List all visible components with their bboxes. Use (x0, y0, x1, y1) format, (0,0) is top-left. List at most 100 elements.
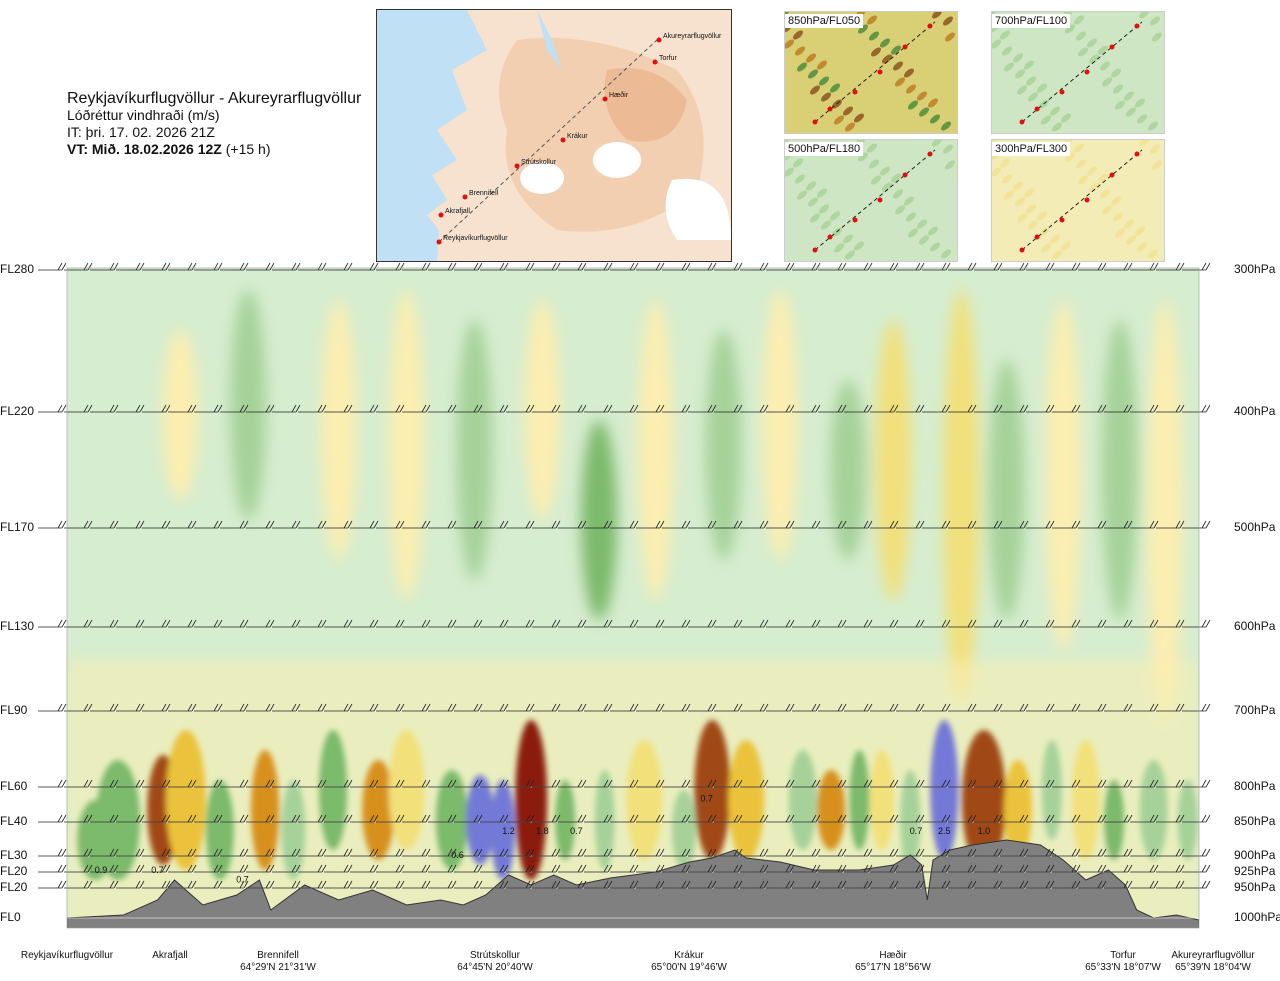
wind-barb (428, 262, 457, 271)
minimap-field (1052, 122, 1062, 132)
wind-barb (870, 703, 899, 712)
wind-barb (610, 404, 639, 413)
minimap-field (932, 12, 942, 19)
minimap-waypoint-dot (1084, 197, 1090, 203)
wind-barb (974, 864, 1003, 873)
wind-barb (480, 880, 509, 889)
wind-barb (376, 779, 405, 788)
minimap-field (1017, 85, 1027, 95)
wind-barb (792, 703, 821, 712)
wind-barb (454, 404, 483, 413)
wind-barb (324, 880, 353, 889)
minimap-field (1137, 114, 1147, 124)
wind-barb (948, 864, 977, 873)
wind-barb (532, 404, 561, 413)
field-contour (705, 330, 742, 560)
fl-tick-label: FL170 (0, 520, 35, 534)
wind-barb (142, 814, 171, 823)
minimap-waypoint-dot (877, 69, 883, 75)
wind-barb (428, 703, 457, 712)
wind-barb (506, 864, 535, 873)
wind-barb (1104, 404, 1133, 413)
wind-barb (948, 619, 977, 628)
wind-barb (1052, 703, 1081, 712)
minimap-field (1000, 158, 1010, 168)
wind-barb (948, 814, 977, 823)
wind-barb (194, 404, 223, 413)
wind-barb (142, 779, 171, 788)
fl-tick-label: FL220 (0, 404, 35, 418)
wind-barb (1182, 619, 1211, 628)
wind-barb (142, 404, 171, 413)
wind-barb (532, 619, 561, 628)
field-contour (1177, 780, 1198, 860)
extremum-label: 0.7 (236, 874, 249, 884)
minimap-field (1015, 69, 1025, 79)
wind-barb (298, 703, 327, 712)
wind-barb (194, 880, 223, 889)
wind-barb (766, 814, 795, 823)
field-contour (1045, 300, 1082, 650)
minimap-field (1026, 204, 1036, 214)
wind-barb (610, 262, 639, 271)
wind-barb (168, 703, 197, 712)
wind-barb (974, 848, 1003, 857)
waypoint-name: Hæðir (879, 950, 907, 961)
wind-barb (506, 520, 535, 529)
wind-barb (1078, 703, 1107, 712)
wind-barb (974, 262, 1003, 271)
minimap-field (1150, 16, 1160, 26)
waypoint-coord: 64°29'N 21°31'W (240, 962, 316, 973)
map-waypoint-dot (514, 163, 520, 169)
minimap-waypoint-dot (812, 119, 818, 125)
wind-barb (376, 848, 405, 857)
minimap-field (992, 39, 1001, 49)
wind-barb (870, 779, 899, 788)
wind-barb (766, 779, 795, 788)
minimap-field (1050, 234, 1060, 244)
wind-barb (922, 864, 951, 873)
wind-barb (1182, 814, 1211, 823)
hpa-tick-label: 600hPa (1234, 619, 1276, 633)
minimap-field (1061, 241, 1071, 251)
minimap-waypoint-dot (1019, 247, 1025, 253)
wind-barb (896, 864, 925, 873)
wind-barb (818, 779, 847, 788)
wind-barb (1026, 520, 1055, 529)
wind-barb (324, 814, 353, 823)
wind-barb (220, 520, 249, 529)
wind-barb (298, 814, 327, 823)
wind-barb (64, 404, 93, 413)
wind-barb (1156, 779, 1185, 788)
wind-barb (688, 779, 717, 788)
wind-barb (142, 703, 171, 712)
wind-barb (948, 520, 977, 529)
wind-barb (1104, 703, 1133, 712)
minimap-field (854, 113, 864, 123)
wind-barb (64, 814, 93, 823)
wind-barb (454, 848, 483, 857)
wind-barb (220, 880, 249, 889)
minimap-field (1126, 107, 1136, 117)
minimap-field (795, 46, 805, 56)
wind-barb (610, 864, 639, 873)
fl-tick-label: FL90 (0, 703, 28, 717)
field-contour (830, 380, 867, 560)
wind-barb (38, 880, 67, 889)
minimap-waypoint-dot (877, 197, 883, 203)
map-waypoint-label: Torfur (659, 55, 678, 62)
wind-barb (376, 864, 405, 873)
minimap-waypoint-dot (827, 234, 833, 240)
waypoint-label: Akureyrarflugvöllur 65°39'N 18°04'W (1143, 950, 1280, 974)
minimap-waypoint-dot (1019, 119, 1025, 125)
wind-barb (506, 814, 535, 823)
minimap-field (817, 188, 827, 198)
wind-barb (714, 880, 743, 889)
wind-barb (896, 880, 925, 889)
map-waypoint-label: Akureyrarflugvöllur (663, 33, 722, 40)
wind-barb (38, 779, 67, 788)
wind-barb (844, 814, 873, 823)
wind-barb (220, 864, 249, 873)
wind-barb (688, 814, 717, 823)
minimap-waypoint-dot (827, 106, 833, 112)
